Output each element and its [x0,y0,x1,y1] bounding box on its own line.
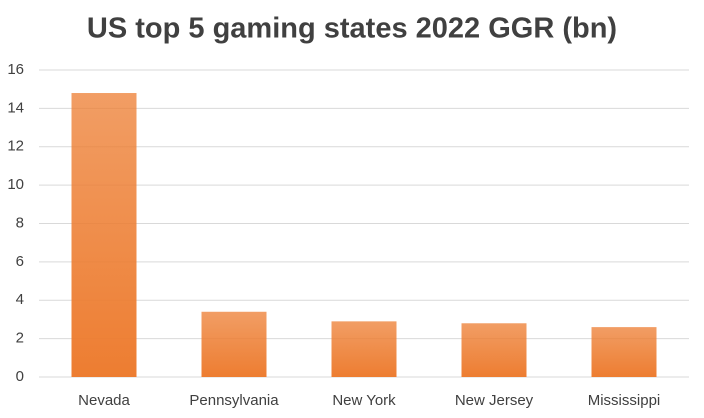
y-tick-label: 4 [16,291,24,308]
x-tick-label: Nevada [78,392,130,409]
y-tick-label: 8 [16,214,24,231]
bar [71,93,137,378]
x-tick-label: Mississippi [588,392,661,409]
y-tick-label: 0 [16,368,24,385]
bar [461,323,527,377]
y-tick-label: 10 [7,176,24,193]
x-tick-label: New York [332,392,396,409]
y-tick-label: 14 [7,99,24,116]
bar [331,321,397,377]
y-tick-label: 12 [7,138,24,155]
x-tick-label: Pennsylvania [189,392,279,409]
y-tick-label: 2 [16,330,24,347]
y-tick-label: 16 [7,61,24,78]
bar [201,311,267,377]
y-tick-label: 6 [16,253,24,270]
chart-title: US top 5 gaming states 2022 GGR (bn) [87,13,617,45]
bar [591,327,657,377]
x-tick-label: New Jersey [455,392,534,409]
